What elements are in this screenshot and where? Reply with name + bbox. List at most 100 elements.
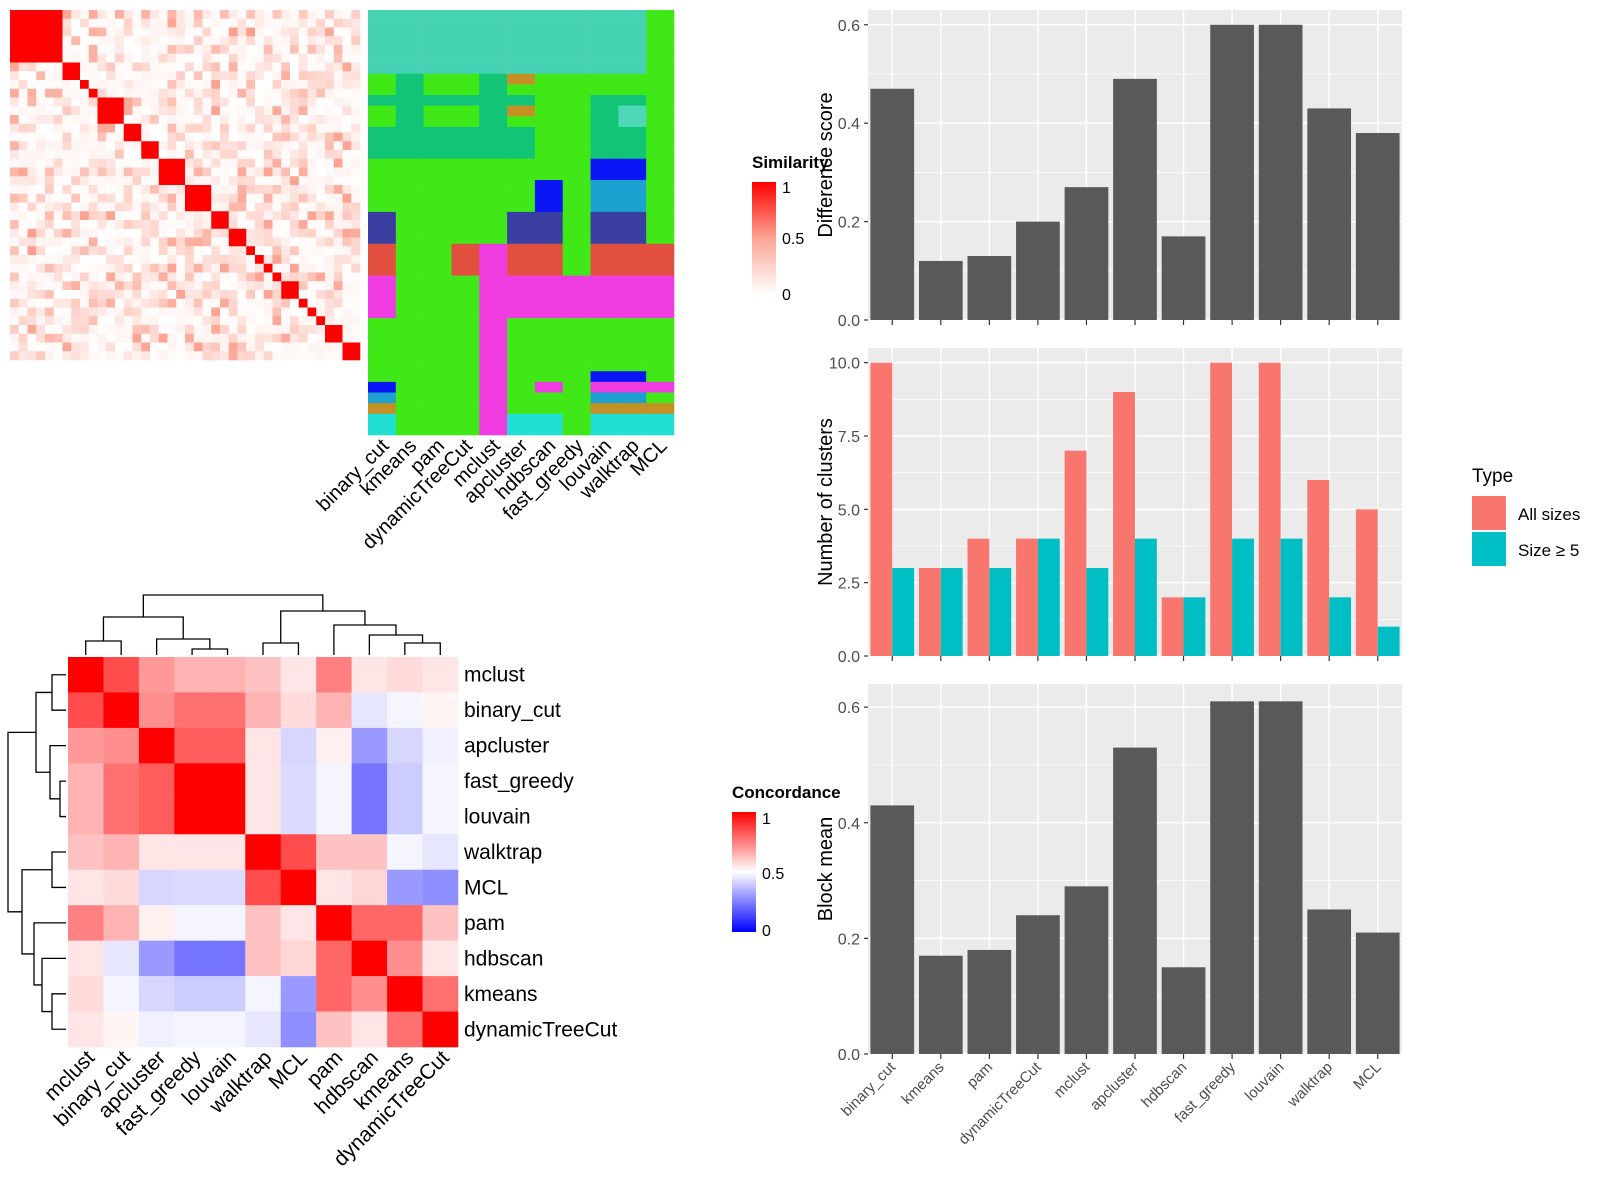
similarity-cell <box>80 255 90 265</box>
similarity-cell <box>53 176 63 186</box>
similarity-cell <box>185 97 195 107</box>
similarity-cell <box>298 325 308 335</box>
similarity-cell <box>97 298 107 308</box>
similarity-cell <box>132 202 142 212</box>
similarity-cell <box>141 263 151 273</box>
similarity-cell <box>150 132 160 142</box>
similarity-cell <box>88 88 98 98</box>
similarity-cell <box>176 97 186 107</box>
similarity-cell <box>71 185 81 195</box>
similarity-cell <box>220 316 230 326</box>
concordance-row-label: binary_cut <box>464 699 561 722</box>
similarity-cell <box>281 228 291 238</box>
similarity-cell <box>45 220 55 230</box>
concordance-cell <box>280 1011 317 1048</box>
similarity-cell <box>307 228 317 238</box>
cluster-label-cell <box>618 41 647 53</box>
similarity-cell <box>62 80 72 90</box>
similarity-cell <box>342 272 352 282</box>
cluster-label-cell <box>507 296 536 308</box>
similarity-cell <box>176 27 186 37</box>
similarity-cell <box>290 220 300 230</box>
similarity-cell <box>18 158 28 168</box>
cluster-label-cell <box>423 41 452 53</box>
similarity-cell <box>307 246 317 256</box>
similarity-cell <box>246 141 256 151</box>
similarity-cell <box>45 141 55 151</box>
similarity-cell <box>185 18 195 28</box>
similarity-cell <box>36 316 46 326</box>
similarity-cell <box>167 185 177 195</box>
bar-all-sizes-apcluster <box>1113 392 1135 656</box>
similarity-cell <box>158 141 168 151</box>
similarity-cell <box>27 342 37 352</box>
similarity-cell <box>132 220 142 230</box>
concordance-cell <box>422 1011 459 1048</box>
similarity-cell <box>167 106 177 116</box>
similarity-cell <box>316 290 326 300</box>
cluster-label-cell <box>451 360 480 372</box>
bar-size-ge5-kmeans <box>940 568 963 656</box>
concordance-cell <box>422 905 459 941</box>
similarity-cell <box>290 167 300 177</box>
cluster-label-cell <box>590 275 619 287</box>
similarity-cell <box>36 220 46 230</box>
similarity-cell <box>132 228 142 238</box>
similarity-cell <box>342 123 352 133</box>
similarity-cell <box>97 45 107 55</box>
cluster-label-cell <box>534 413 564 425</box>
similarity-cell <box>211 132 221 142</box>
similarity-cell <box>132 53 142 63</box>
similarity-cell <box>88 80 98 90</box>
cluster-label-cell <box>395 126 424 138</box>
similarity-cell <box>255 202 265 212</box>
similarity-cell <box>97 27 107 37</box>
cluster-label-cell <box>562 95 591 106</box>
cluster-label-cell <box>368 180 397 191</box>
similarity-cell <box>272 298 282 308</box>
similarity-cell <box>45 298 55 308</box>
cluster-label-cell <box>507 392 536 404</box>
cluster-label-cell <box>562 201 591 213</box>
concordance-cell <box>138 692 175 729</box>
similarity-cell <box>211 176 221 186</box>
similarity-cell <box>333 342 343 352</box>
cluster-label-cell <box>451 254 480 266</box>
similarity-cell <box>71 193 81 203</box>
similarity-cell <box>281 255 291 265</box>
similarity-cell <box>351 71 361 81</box>
similarity-cell <box>333 45 343 55</box>
similarity-cell <box>202 167 212 177</box>
similarity-cell <box>10 263 20 273</box>
similarity-cell <box>220 62 230 72</box>
cluster-label-cell <box>534 52 564 64</box>
similarity-cell <box>298 351 308 361</box>
similarity-cell <box>45 10 55 20</box>
similarity-cell <box>272 80 282 90</box>
similarity-cell <box>141 71 151 81</box>
similarity-cell <box>27 123 37 133</box>
cluster-label-cell <box>507 222 536 234</box>
similarity-cell <box>27 10 37 20</box>
similarity-cell <box>80 202 90 212</box>
similarity-cell <box>71 211 81 221</box>
similarity-cell <box>263 263 273 273</box>
similarity-cell <box>71 255 81 265</box>
similarity-cell <box>185 342 195 352</box>
similarity-cell <box>53 290 63 300</box>
similarity-cell <box>176 71 186 81</box>
similarity-cell <box>80 263 90 273</box>
similarity-cell <box>88 53 98 63</box>
cluster-label-cell <box>395 137 424 149</box>
similarity-cell <box>88 298 98 308</box>
cluster-label-cell <box>507 339 536 351</box>
cluster-label-cell <box>423 116 452 128</box>
cluster-label-cell <box>368 243 397 255</box>
cluster-label-cell <box>368 424 397 436</box>
similarity-cell <box>27 176 37 186</box>
similarity-cell <box>342 36 352 46</box>
similarity-cell <box>158 45 168 55</box>
similarity-cell <box>298 246 308 256</box>
similarity-cell <box>255 185 265 195</box>
similarity-cell <box>167 325 177 335</box>
